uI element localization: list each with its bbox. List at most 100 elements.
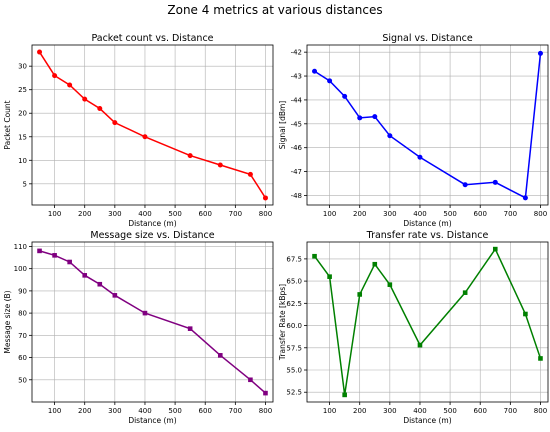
signal-panel: 100 200 300 400 500 600 700 800 -48 -47 -46 -45 -44 -… — [278, 33, 549, 228]
packet-count-axes-frame — [31, 44, 274, 206]
transfer-rate-y-tick-label: 67.5 — [286, 255, 302, 263]
transfer-rate-y-tick-label: 65.0 — [286, 278, 302, 286]
transfer-rate-data-point — [372, 261, 378, 267]
message-size-data-point — [52, 253, 57, 258]
message-size-data-point — [82, 273, 88, 278]
message-size-x-tick-label: 100 — [48, 407, 61, 415]
packet-count-data-point — [142, 134, 148, 140]
message-size-data-point — [67, 259, 72, 265]
transfer-rate-ylabel: Transfer Rate [kBps] — [278, 284, 287, 361]
transfer-rate-x-tick-label: 500 — [443, 407, 456, 415]
transfer-rate-x-tick-label: 200 — [353, 407, 366, 415]
packet-count-y-tick-label: 25 — [18, 86, 27, 94]
packet-count-panel: 100 200 300 400 500 600 700 800 5 10 15 20 25 30 Packe… — [3, 33, 274, 228]
signal-data-point — [387, 133, 393, 139]
signal-y-tick-label: -43 — [291, 73, 302, 81]
signal-y-tick-label: -42 — [291, 49, 302, 57]
signal-data-point — [462, 182, 468, 188]
packet-count-y-tick-label: 30 — [18, 63, 27, 71]
message-size-series-line — [39, 250, 266, 394]
packet-count-data-point — [52, 73, 58, 79]
signal-x-tick-label: 800 — [534, 210, 547, 218]
transfer-rate-y-tick-label: 60.0 — [286, 322, 302, 330]
message-size-x-tick-label: 400 — [138, 407, 151, 415]
transfer-rate-data-point — [417, 342, 423, 348]
message-size-y-tick-label: 60 — [18, 354, 27, 362]
packet-count-x-tick-label: 100 — [48, 210, 61, 218]
transfer-rate-y-tick-label: 62.5 — [286, 300, 302, 308]
transfer-rate-y-tick-label: 55.0 — [286, 367, 302, 375]
signal-ylabel: Signal [dBm] — [278, 101, 287, 150]
message-size-data-point — [263, 390, 268, 396]
message-size-data-point — [142, 310, 148, 316]
packet-count-data-point — [262, 195, 268, 201]
signal-data-point — [312, 68, 318, 74]
signal-x-tick-label: 200 — [353, 210, 366, 218]
message-size-y-tick-label: 90 — [18, 287, 27, 295]
figure-title: Zone 4 metrics at various distances — [167, 3, 382, 17]
packet-count-data-point — [37, 49, 43, 55]
signal-x-tick-label: 500 — [443, 210, 456, 218]
transfer-rate-data-point — [387, 282, 393, 287]
transfer-rate-y-tick-label: 52.5 — [286, 389, 302, 397]
packet-count-x-tick-label: 300 — [108, 210, 121, 218]
message-size-y-tick-label: 110 — [14, 243, 27, 251]
transfer-rate-y-tick-label: 57.5 — [286, 344, 302, 352]
signal-y-tick-label: -47 — [291, 168, 302, 176]
signal-x-tick-label: 600 — [474, 210, 487, 218]
message-size-axes-frame — [31, 241, 274, 403]
packet-count-xlabel: Distance (m) — [128, 219, 176, 228]
packet-count-x-tick-label: 700 — [229, 210, 242, 218]
packet-count-y-tick-label: 5 — [23, 180, 27, 188]
packet-count-title: Packet count vs. Distance — [91, 33, 213, 44]
message-size-x-tick-label: 300 — [108, 407, 121, 415]
transfer-rate-x-tick-label: 600 — [474, 407, 487, 415]
transfer-rate-x-tick-label: 100 — [323, 407, 336, 415]
message-size-data-point — [248, 377, 253, 383]
signal-y-tick-label: -48 — [291, 192, 302, 200]
transfer-rate-data-point — [357, 292, 363, 297]
signal-data-point — [492, 179, 498, 185]
message-size-y-tick-label: 70 — [18, 332, 27, 340]
transfer-rate-data-point — [327, 274, 332, 279]
packet-count-data-point — [217, 162, 223, 168]
transfer-rate-data-point — [312, 253, 317, 259]
signal-data-point — [522, 195, 528, 201]
signal-xlabel: Distance (m) — [403, 219, 451, 228]
message-size-x-tick-label: 800 — [259, 407, 272, 415]
message-size-x-tick-label: 600 — [199, 407, 212, 415]
signal-data-point — [327, 78, 333, 84]
signal-data-point — [417, 154, 423, 160]
packet-count-x-tick-label: 400 — [138, 210, 151, 218]
signal-x-tick-label: 100 — [323, 210, 336, 218]
signal-series-line — [314, 53, 542, 200]
transfer-rate-x-tick-label: 800 — [534, 407, 547, 415]
packet-count-x-tick-label: 600 — [199, 210, 212, 218]
message-size-title: Message size vs. Distance — [90, 230, 214, 241]
transfer-rate-xlabel: Distance (m) — [403, 416, 451, 425]
signal-x-tick-label: 400 — [413, 210, 426, 218]
transfer-rate-panel: 100 200 300 400 500 600 700 800 52.5 55.0 57.5 60.0… — [278, 230, 549, 425]
packet-count-data-point — [82, 96, 88, 102]
transfer-rate-x-tick-label: 700 — [504, 407, 517, 415]
signal-y-tick-label: -45 — [291, 120, 302, 128]
packet-count-data-point — [67, 82, 73, 88]
transfer-rate-data-point — [523, 311, 528, 317]
packet-count-x-tick-label: 200 — [78, 210, 91, 218]
signal-axes-frame — [306, 44, 549, 206]
packet-count-y-tick-label: 10 — [18, 157, 27, 165]
signal-y-tick-label: -46 — [291, 144, 303, 152]
message-size-panel: 100 200 300 400 500 600 700 800 50 60 70 80 90 100 110… — [3, 230, 274, 425]
transfer-rate-data-point — [342, 392, 347, 398]
message-size-data-point — [217, 353, 223, 358]
packet-count-data-point — [97, 106, 103, 112]
packet-count-data-point — [112, 120, 118, 126]
message-size-data-point — [112, 293, 118, 298]
transfer-rate-data-point — [538, 356, 543, 361]
packet-count-data-point — [247, 171, 253, 177]
packet-count-ylabel: Packet Count — [3, 100, 12, 149]
signal-title: Signal vs. Distance — [382, 33, 473, 44]
signal-x-tick-label: 300 — [383, 210, 396, 218]
transfer-rate-axes-frame — [306, 241, 549, 403]
